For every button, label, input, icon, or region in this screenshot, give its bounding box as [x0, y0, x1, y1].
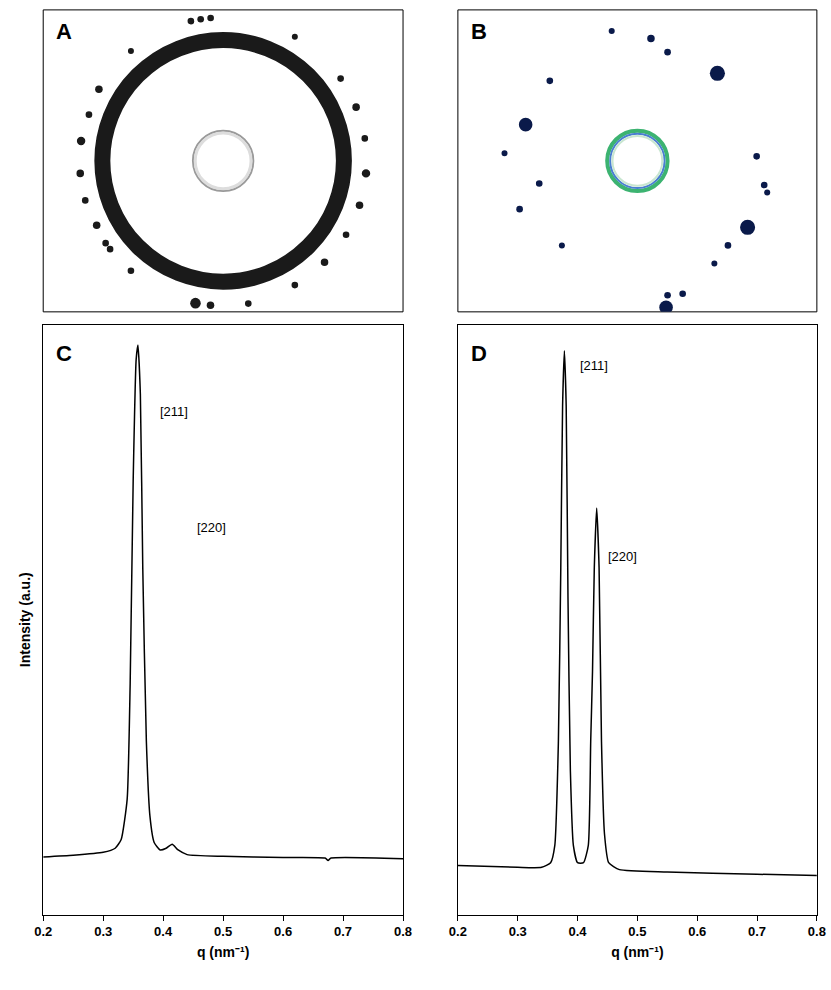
svg-text:C: C: [56, 341, 72, 366]
svg-text:A: A: [56, 19, 72, 44]
svg-text:q (nm⁻¹): q (nm⁻¹): [611, 944, 663, 960]
svg-text:0.4: 0.4: [569, 924, 588, 939]
svg-text:0.3: 0.3: [509, 924, 527, 939]
svg-text:0.8: 0.8: [394, 924, 412, 939]
svg-text:0.2: 0.2: [34, 924, 52, 939]
svg-text:B: B: [471, 19, 487, 44]
svg-text:Intensity (a.u.): Intensity (a.u.): [17, 572, 33, 667]
svg-text:0.8: 0.8: [808, 924, 826, 939]
svg-text:0.5: 0.5: [628, 924, 646, 939]
svg-text:[220]: [220]: [197, 520, 226, 535]
svg-text:0.6: 0.6: [274, 924, 292, 939]
svg-text:0.5: 0.5: [214, 924, 232, 939]
svg-text:D: D: [471, 341, 487, 366]
svg-text:[220]: [220]: [608, 549, 637, 564]
svg-text:0.7: 0.7: [748, 924, 766, 939]
svg-text:q (nm⁻¹): q (nm⁻¹): [197, 944, 249, 960]
svg-text:0.4: 0.4: [154, 924, 173, 939]
svg-text:0.6: 0.6: [688, 924, 706, 939]
svg-text:0.7: 0.7: [334, 924, 352, 939]
svg-text:[211]: [211]: [160, 404, 188, 419]
svg-text:0.3: 0.3: [94, 924, 112, 939]
svg-text:[211]: [211]: [580, 358, 608, 373]
svg-text:0.2: 0.2: [449, 924, 467, 939]
